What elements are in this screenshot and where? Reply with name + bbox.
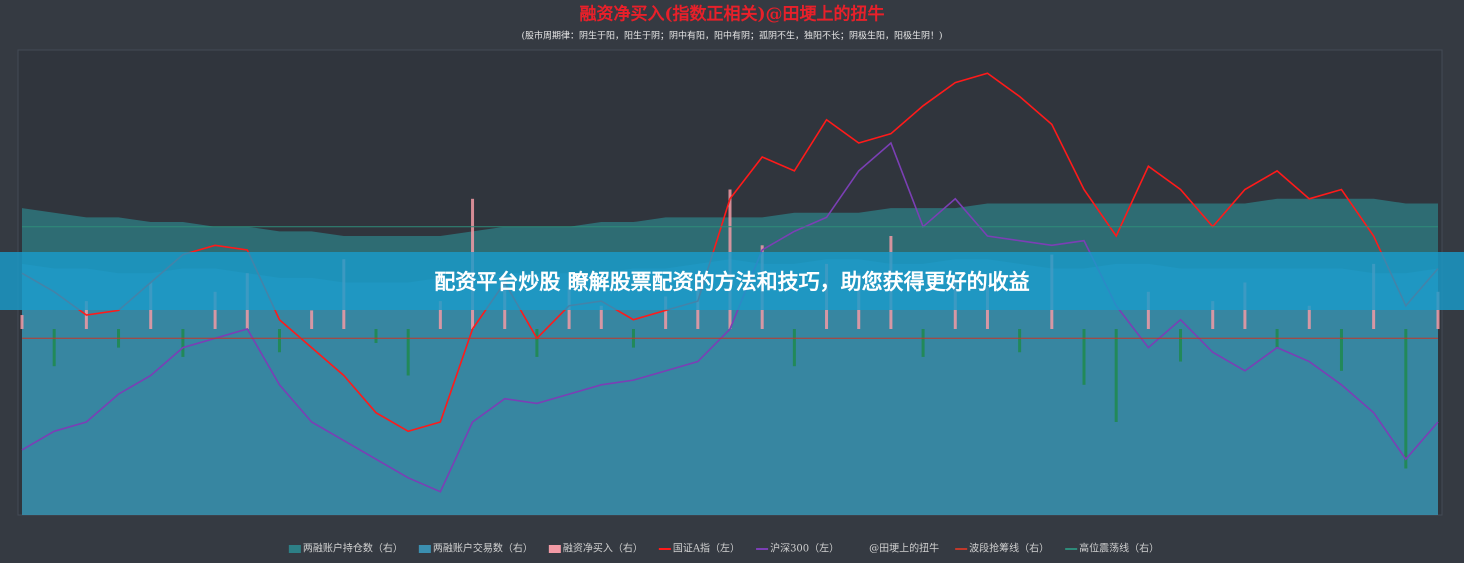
legend-label: 波段抢筹线（右） (969, 542, 1049, 555)
legend-swatch (548, 545, 561, 553)
bar (406, 329, 410, 376)
legend-swatch (418, 545, 431, 553)
banner-text: 配资平台炒股 瞭解股票配资的方法和技巧，助您获得更好的收益 (434, 270, 1029, 294)
legend-label: 融资净买入（右） (563, 542, 643, 555)
bar (1114, 329, 1118, 422)
banner-band (0, 252, 1464, 310)
bar (1179, 329, 1183, 362)
bar (921, 329, 925, 357)
legend-label: 高位震荡线（右） (1079, 542, 1159, 555)
legend-swatch (288, 545, 301, 553)
bar (374, 329, 378, 343)
legend-row: 两融账户持仓数（右） 两融账户交易数（右） 融资净买入（右） 国证A指（左） 沪深300… (288, 542, 1159, 555)
bar (277, 329, 281, 353)
bar (310, 310, 314, 329)
legend: 两融账户持仓数（右） 两融账户交易数（右） 融资净买入（右） 国证A指（左） 沪深300… (288, 542, 1159, 555)
bar (535, 329, 539, 357)
bar (599, 305, 603, 329)
legend-label: @田埂上的扭牛 (869, 542, 939, 555)
chart-title: 融资净买入(指数正相关)@田埂上的扭牛 (579, 4, 884, 25)
legend-label: 两融账户交易数（右） (433, 542, 533, 555)
bar (1146, 291, 1150, 329)
legend-label: 国证A指（左） (673, 542, 740, 555)
bar (52, 329, 56, 367)
legend-label: 两融账户持仓数（右） (303, 542, 403, 555)
bar (792, 329, 796, 367)
bar (1018, 329, 1022, 353)
bar (1082, 329, 1086, 385)
legend-label: 沪深300（左） (770, 542, 839, 555)
bar (213, 291, 217, 329)
bar (181, 329, 185, 357)
chart-subtitle: (股市周期律：阴生于阳，阳生于阴；阴中有阳，阳中有阴；孤阴不生，独阳不长；阴极生… (521, 30, 942, 42)
bar (1339, 329, 1343, 371)
bar (664, 296, 668, 329)
bar (438, 301, 442, 329)
area (22, 259, 1438, 515)
bar (1436, 291, 1440, 329)
bar (1307, 305, 1311, 329)
bar (20, 315, 24, 329)
bar (1211, 301, 1215, 329)
line (21, 141, 1439, 493)
bar (1404, 329, 1408, 469)
